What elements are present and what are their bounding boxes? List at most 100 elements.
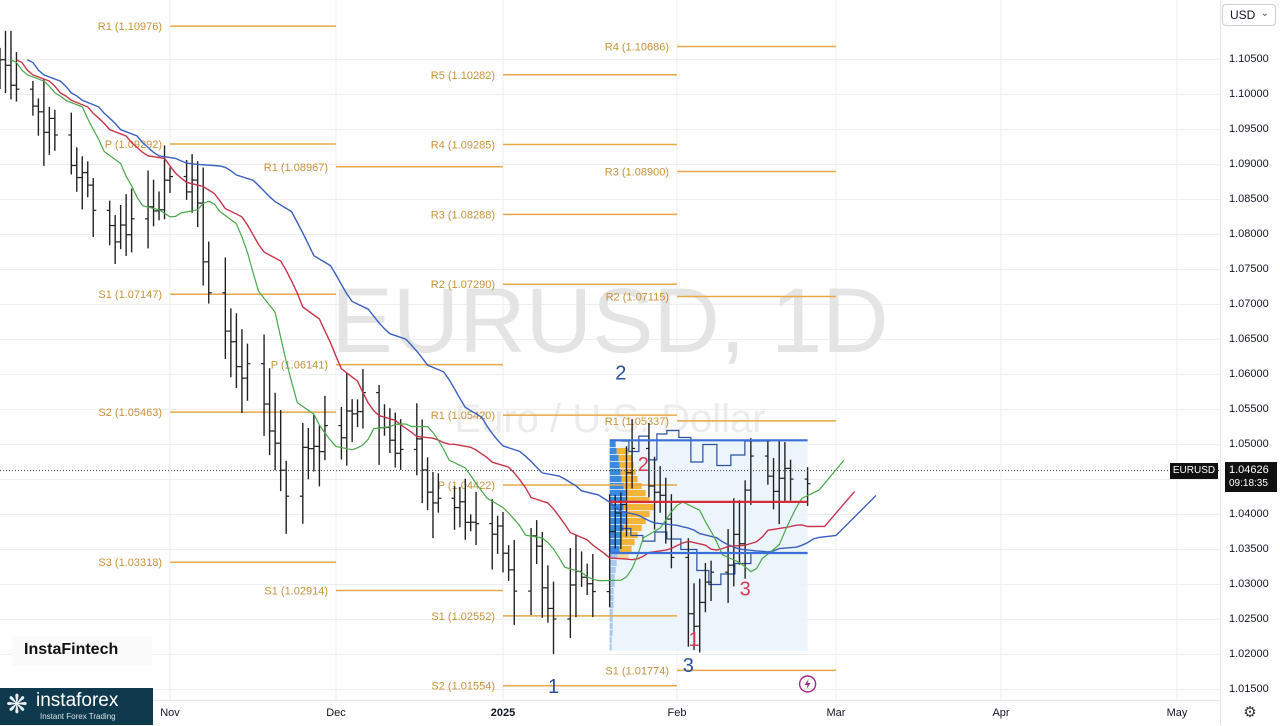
volume-bar-blue	[609, 560, 617, 567]
pivot-label: R1 (1.05420)	[431, 410, 495, 422]
volume-bar-blue	[609, 609, 613, 616]
pivot-label: P (1.06141)	[271, 360, 328, 372]
price-tick-label: 1.08000	[1229, 227, 1269, 240]
pivot-label: S2 (1.05463)	[98, 407, 162, 419]
price-tick-label: 1.06000	[1229, 367, 1269, 380]
watermark-symbol: EURUSD, 1D	[331, 270, 888, 372]
volume-bar-yellow	[620, 539, 635, 546]
watermark-name: Euro / U.S. Dollar	[454, 397, 765, 441]
pivot-label: S2 (1.01554)	[431, 681, 495, 693]
wave-label: 3	[683, 655, 694, 677]
volume-bar-yellow	[619, 546, 632, 553]
volume-bar-yellow	[625, 518, 646, 525]
volume-bar-blue	[609, 602, 614, 609]
volume-bar-yellow	[620, 469, 636, 476]
instaforex-logo-name: instaforex	[36, 690, 119, 711]
volume-bar-blue	[609, 616, 613, 623]
volume-bar-yellow	[617, 553, 629, 560]
price-tick-label: 1.01500	[1229, 682, 1269, 695]
price-tick-label: 1.03000	[1229, 577, 1269, 590]
instaforex-logo: ❋ instaforex Instant Forex Trading	[0, 688, 153, 725]
pivot-label: S1 (1.07147)	[98, 289, 162, 301]
time-tick-label: May	[1166, 707, 1188, 719]
volume-bar-yellow	[623, 504, 654, 511]
volume-bar-blue	[609, 546, 620, 553]
instaforex-glyph-icon: ❋	[6, 689, 28, 719]
volume-bar-blue	[609, 525, 624, 532]
time-tick-label: Feb	[667, 707, 687, 719]
moving-average-slow	[27, 59, 877, 553]
chevron-down-icon: ⌄	[1260, 8, 1269, 19]
currency-selector[interactable]: USD ⌄	[1222, 4, 1276, 26]
pivot-levels: R1 (1.10976)P (1.09292)S1 (1.07147)S2 (1…	[98, 21, 836, 693]
pivot-label: R1 (1.10976)	[98, 21, 162, 33]
volume-bar-blue	[609, 441, 616, 448]
volume-bar-yellow	[623, 525, 642, 532]
lightning-bolt-icon	[804, 679, 811, 689]
wave-label: 2	[615, 362, 626, 384]
time-axis[interactable]: Nov Dec 2025 Feb Mar Apr May	[0, 700, 1220, 726]
time-tick-label: Apr	[992, 707, 1010, 719]
price-axis[interactable]: 1.10500 1.10000 1.09500 1.09000 1.08500 1.080…	[1220, 0, 1280, 725]
pivot-label: R4 (1.09285)	[431, 140, 495, 152]
last-price-badge: 1.04626 09:18:35	[1225, 461, 1277, 492]
price-tick-label: 1.04000	[1229, 507, 1269, 520]
volume-bar-yellow	[625, 497, 650, 504]
ohlc-bars	[0, 30, 811, 654]
pivot-label: S1 (1.02914)	[264, 586, 328, 598]
volume-bar-blue	[609, 518, 626, 525]
volume-bar-blue	[609, 637, 612, 644]
volume-bar-yellow	[616, 448, 629, 455]
bar-countdown: 09:18:35	[1229, 477, 1268, 489]
volume-bar-blue	[609, 490, 626, 497]
price-tick-label: 1.10500	[1229, 52, 1269, 65]
volume-bar-blue	[609, 462, 620, 469]
last-price-value: 1.04626	[1229, 463, 1269, 476]
price-tick-label: 1.05500	[1229, 402, 1269, 415]
instaforex-logo-tagline: Instant Forex Trading	[40, 712, 116, 721]
volume-bar-blue	[609, 511, 626, 518]
volume-bar-blue	[609, 623, 613, 630]
pivot-label: S1 (1.01774)	[605, 665, 669, 677]
volume-bar-blue	[609, 553, 618, 560]
moving-average-fast	[10, 59, 845, 582]
volume-bar-yellow	[625, 511, 650, 518]
volume-bar-blue	[609, 581, 615, 588]
moving-average-mid	[16, 59, 856, 561]
developing-profile-high	[620, 429, 771, 467]
volume-bar-blue	[609, 595, 614, 602]
pivot-label: P (1.04422)	[438, 480, 495, 492]
volume-bar-blue	[609, 483, 624, 490]
instafintech-logo-text: InstaFintech	[24, 641, 119, 658]
pivot-label: R1 (1.08967)	[264, 162, 328, 174]
pivot-label: S1 (1.02552)	[431, 611, 495, 623]
price-tick-label: 1.08500	[1229, 192, 1269, 205]
pivot-label: R1 (1.05337)	[605, 416, 669, 428]
price-tick-label: 1.09000	[1229, 157, 1269, 170]
pivot-label: S3 (1.03318)	[98, 557, 162, 569]
symbol-tag: EURUSD	[1170, 462, 1218, 479]
price-tick-label: 1.06500	[1229, 332, 1269, 345]
pivot-label: R4 (1.10686)	[605, 41, 669, 53]
volume-bar-yellow	[625, 490, 646, 497]
volume-bar-blue	[609, 455, 619, 462]
instafintech-logo: InstaFintech	[12, 636, 152, 666]
pivot-label: R5 (1.10282)	[431, 70, 495, 82]
volume-bar-blue	[609, 567, 616, 574]
volume-bar-yellow	[618, 455, 632, 462]
price-tick-label: 1.07000	[1229, 297, 1269, 310]
volume-bar-blue	[609, 497, 626, 504]
settings-gear-icon[interactable]: ⚙	[1243, 704, 1257, 721]
volume-bar-blue	[609, 574, 615, 581]
wave-label: 3	[740, 579, 751, 601]
wave-label: 2	[638, 454, 649, 476]
volume-bar-blue	[609, 630, 613, 637]
volume-bar-blue	[609, 448, 617, 455]
price-tick-label: 1.10000	[1229, 87, 1269, 100]
price-tick-label: 1.05000	[1229, 437, 1269, 450]
volume-bar-blue	[609, 588, 614, 595]
price-tick-label: 1.02000	[1229, 647, 1269, 660]
currency-label: USD	[1230, 8, 1256, 22]
time-tick-label: Nov	[160, 707, 180, 719]
